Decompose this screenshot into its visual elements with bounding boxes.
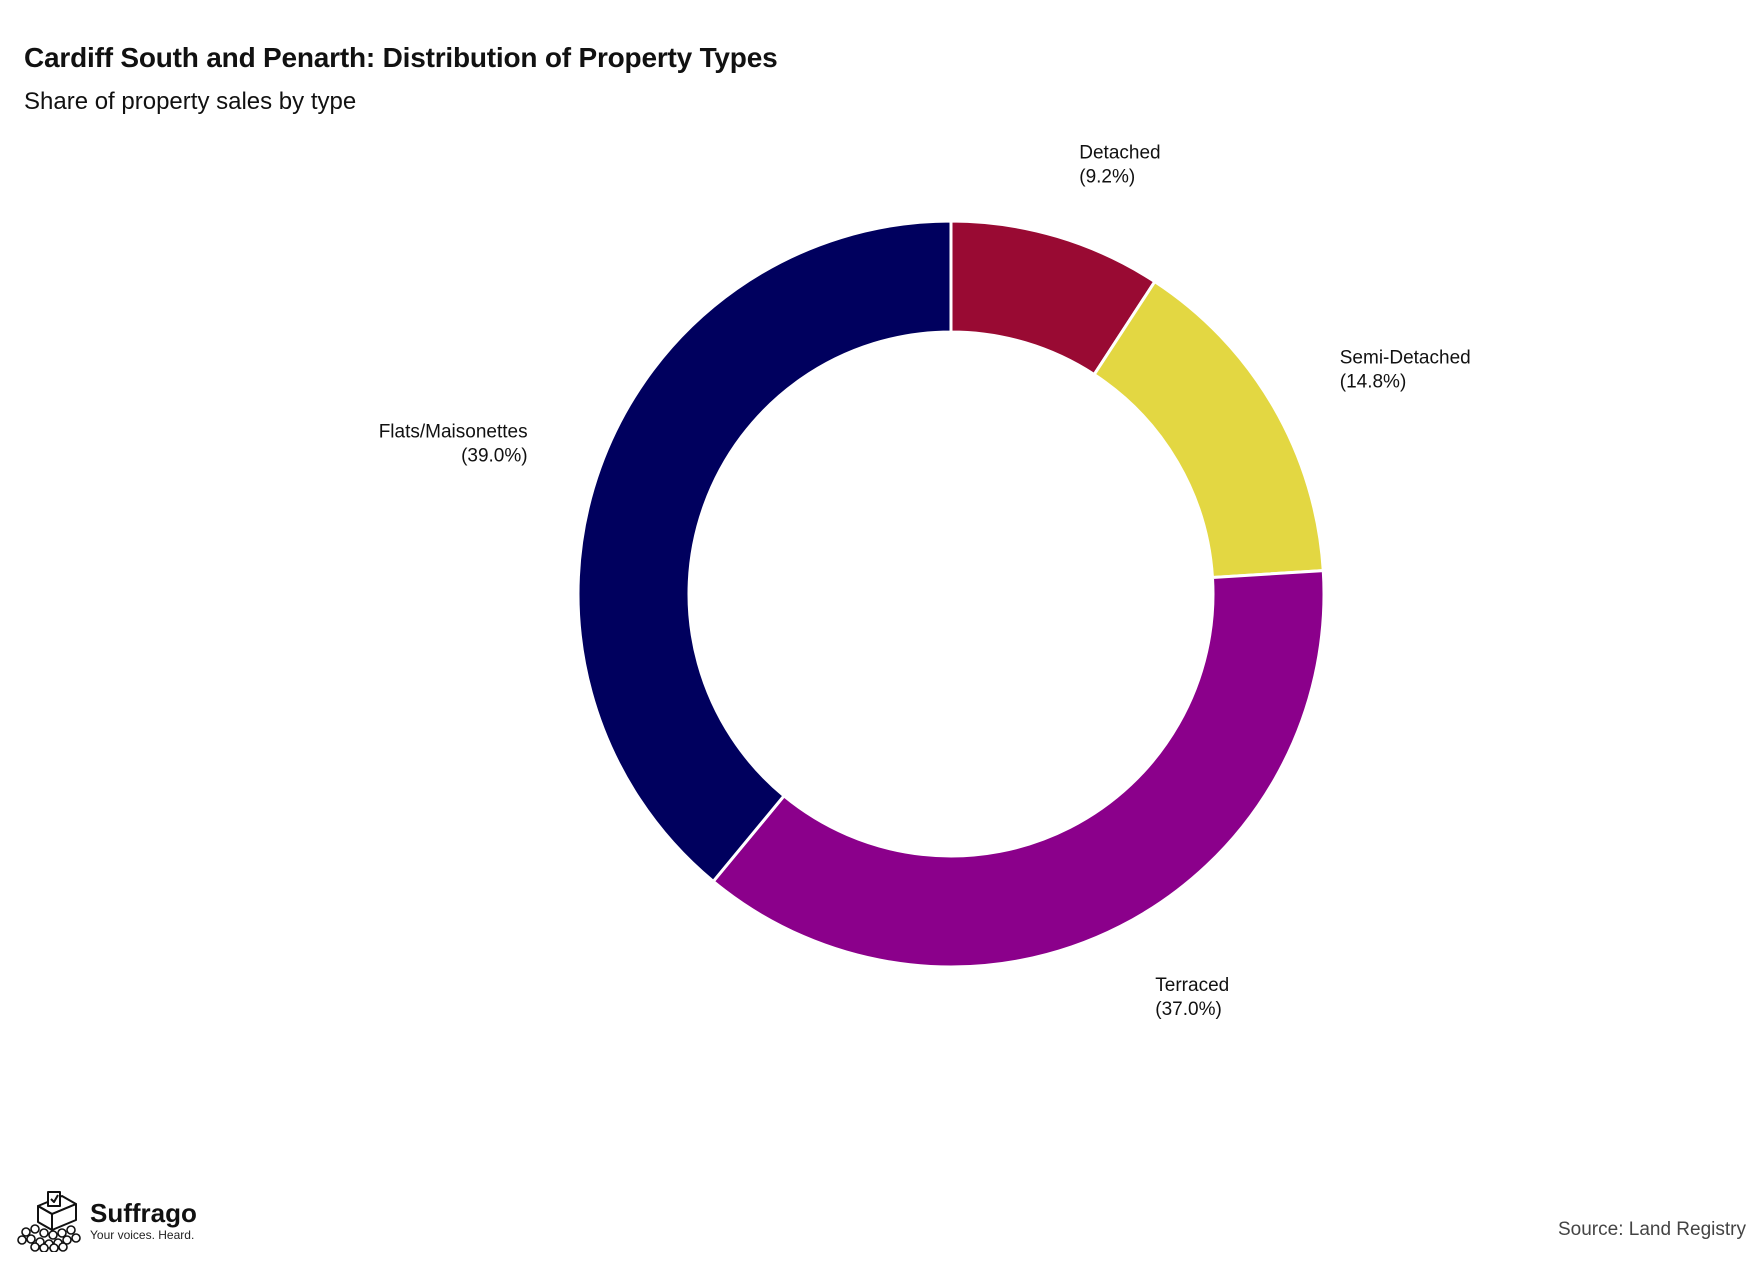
donut-slices [576,219,1326,969]
ballot-box-crowd-icon [17,1191,81,1252]
donut-labels: Detached (9.2%) Semi-Detached (14.8%) Terrac… [379,143,1471,1020]
chart-title: Cardiff South and Penarth: Distribution … [24,42,778,73]
slice-semi-detached [1092,279,1325,580]
source-note: Source: Land Registry [1558,1219,1746,1240]
slice-label: Terraced (37.0%) [1155,975,1229,1020]
slice-label: Flats/Maisonettes (39.0%) [379,422,528,467]
slice-terraced [711,568,1326,969]
slice-label: Detached (9.2%) [1079,143,1160,188]
brand-tagline: Your voices. Heard. [90,1228,195,1242]
chart-subtitle: Share of property sales by type [24,88,357,115]
slice-flats-maisonettes [576,219,953,884]
slice-label: Semi-Detached (14.8%) [1340,347,1471,392]
brand-name: Suffrago [90,1198,197,1228]
brand-logo: Suffrago Your voices. Heard. [14,1190,197,1252]
